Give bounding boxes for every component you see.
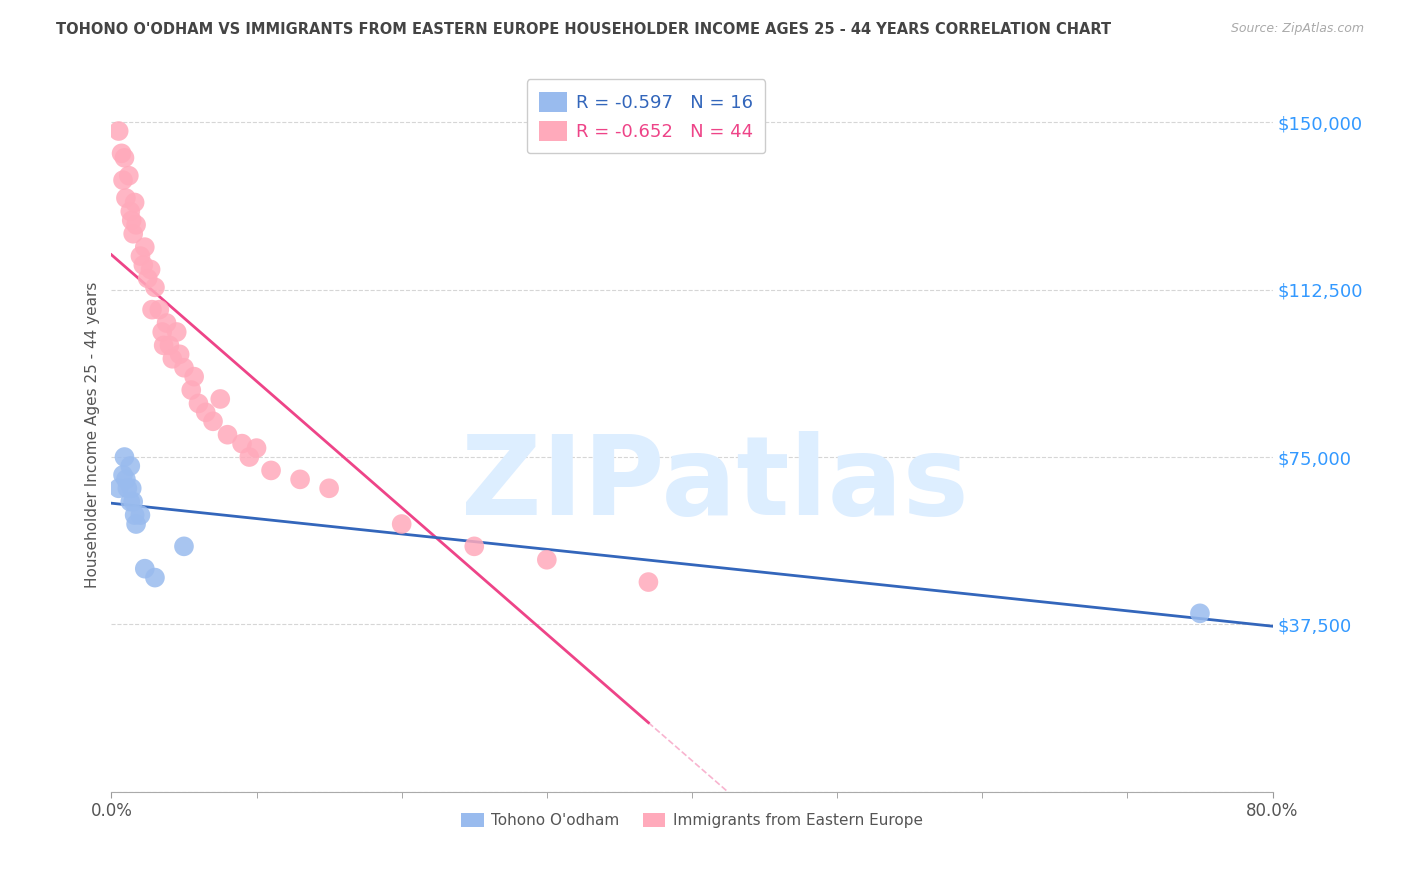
Point <box>132 258 155 272</box>
Point <box>122 494 145 508</box>
Point <box>217 427 239 442</box>
Point <box>107 481 129 495</box>
Point <box>238 450 260 464</box>
Point <box>120 494 142 508</box>
Point <box>115 191 138 205</box>
Point <box>391 516 413 531</box>
Point <box>159 338 181 352</box>
Point <box>115 472 138 486</box>
Point <box>318 481 340 495</box>
Point <box>173 539 195 553</box>
Point <box>129 508 152 522</box>
Point <box>194 405 217 419</box>
Point <box>107 124 129 138</box>
Point <box>209 392 232 406</box>
Y-axis label: Householder Income Ages 25 - 44 years: Householder Income Ages 25 - 44 years <box>86 282 100 588</box>
Point <box>1188 607 1211 621</box>
Point <box>183 369 205 384</box>
Point <box>187 396 209 410</box>
Point <box>288 472 311 486</box>
Point <box>124 508 146 522</box>
Point <box>231 436 253 450</box>
Point <box>114 450 136 464</box>
Point <box>536 553 558 567</box>
Point <box>148 302 170 317</box>
Point <box>141 302 163 317</box>
Point <box>463 539 485 553</box>
Point <box>120 458 142 473</box>
Point <box>129 249 152 263</box>
Text: Source: ZipAtlas.com: Source: ZipAtlas.com <box>1230 22 1364 36</box>
Text: ZIPatlas: ZIPatlas <box>461 431 969 538</box>
Point <box>637 575 659 590</box>
Point <box>114 151 136 165</box>
Legend: Tohono O'odham, Immigrants from Eastern Europe: Tohono O'odham, Immigrants from Eastern … <box>454 807 929 834</box>
Point <box>134 562 156 576</box>
Point <box>111 467 134 482</box>
Point <box>245 441 267 455</box>
Point <box>122 227 145 241</box>
Point <box>143 571 166 585</box>
Point <box>180 383 202 397</box>
Point <box>121 213 143 227</box>
Point <box>134 240 156 254</box>
Point <box>162 351 184 366</box>
Point <box>143 280 166 294</box>
Point <box>118 169 141 183</box>
Point <box>260 463 283 477</box>
Point <box>139 262 162 277</box>
Point <box>152 338 174 352</box>
Point <box>125 516 148 531</box>
Point <box>201 414 224 428</box>
Point <box>125 218 148 232</box>
Point <box>111 173 134 187</box>
Point <box>155 316 177 330</box>
Point <box>124 195 146 210</box>
Text: TOHONO O'ODHAM VS IMMIGRANTS FROM EASTERN EUROPE HOUSEHOLDER INCOME AGES 25 - 44: TOHONO O'ODHAM VS IMMIGRANTS FROM EASTER… <box>56 22 1111 37</box>
Point <box>121 481 143 495</box>
Point <box>136 271 159 285</box>
Point <box>120 204 142 219</box>
Point <box>117 481 139 495</box>
Point <box>166 325 188 339</box>
Point <box>150 325 173 339</box>
Point <box>173 360 195 375</box>
Point <box>110 146 132 161</box>
Point <box>169 347 191 361</box>
